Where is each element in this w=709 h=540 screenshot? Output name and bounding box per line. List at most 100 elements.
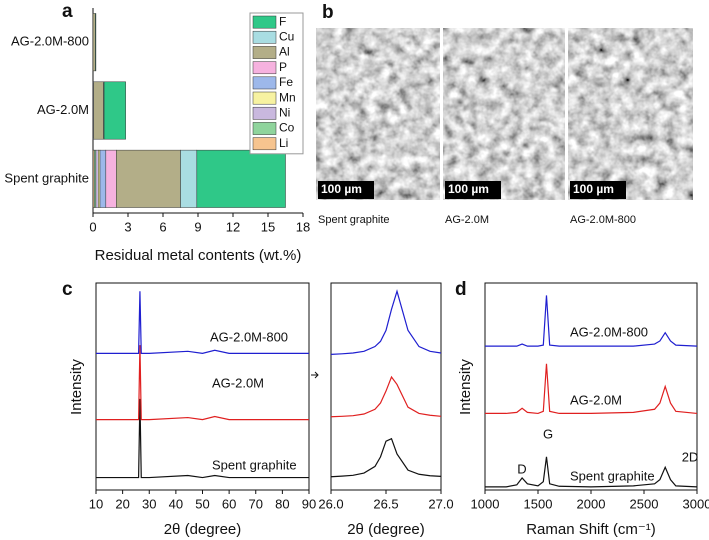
x-tick-label: 20 (115, 496, 129, 511)
panel-label: b (322, 2, 334, 23)
scale-bar-box (318, 181, 374, 199)
x-tick-label: 0 (89, 219, 96, 234)
bar-segment (103, 81, 126, 140)
legend-label: P (279, 60, 287, 74)
legend-swatch (252, 91, 277, 105)
x-tick-label: 26.0 (318, 496, 343, 511)
x-tick-label: 3 (124, 219, 131, 234)
x-axis-label: 2θ (degree) (347, 521, 425, 538)
frame (95, 282, 310, 491)
scale-bar: 100 µm (321, 182, 362, 196)
bar-segment (93, 81, 104, 140)
legend-label: Fe (279, 75, 293, 89)
x-tick-label: 3000 (683, 496, 709, 511)
legend-swatch (252, 106, 277, 120)
x-tick-label: 90 (302, 496, 316, 511)
panel-label: d (455, 279, 467, 300)
x-tick-label: 1500 (524, 496, 553, 511)
x-tick-label: 40 (169, 496, 183, 511)
caption: AG-2.0M (445, 214, 489, 226)
series-line (330, 289, 442, 356)
series-label: AG-2.0M (570, 392, 622, 407)
annotation: G (543, 426, 553, 441)
x-tick-label: 12 (226, 219, 240, 234)
x-tick-label: 9 (194, 219, 201, 234)
legend-swatch (252, 61, 277, 75)
x-tick-label: 18 (296, 219, 310, 234)
scale-bar: 100 µm (573, 182, 614, 196)
bar-segment (180, 149, 198, 208)
x-tick-label: 70 (249, 496, 263, 511)
frame (330, 282, 442, 491)
x-axis-label: Residual metal contents (wt.%) (95, 247, 302, 264)
x-tick-label: 80 (275, 496, 289, 511)
x-tick-label: 15 (261, 219, 275, 234)
legend-label: Co (279, 121, 295, 135)
series-line (330, 437, 442, 478)
legend-swatch (252, 76, 277, 90)
bar-segment (93, 149, 97, 208)
annotation: 2D (682, 449, 699, 464)
scale-bar-box (445, 181, 501, 199)
x-tick-label: 50 (195, 496, 209, 511)
y-tick-label: AG-2.0M-800 (11, 34, 89, 49)
series-label: Spent graphite (212, 457, 297, 472)
series-line (96, 291, 309, 354)
bar-segment (95, 13, 97, 72)
series-label: AG-2.0M-800 (210, 329, 288, 344)
legend-label: Li (279, 136, 288, 150)
legend-swatch (252, 46, 277, 59)
scale-bar: 100 µm (448, 182, 489, 196)
series-line (96, 345, 309, 421)
x-axis-label: 2θ (degree) (164, 521, 242, 538)
sem-image (443, 28, 565, 200)
legend-swatch (252, 15, 277, 29)
x-tick-label: 10 (89, 496, 103, 511)
legend-label: Cu (279, 29, 294, 43)
bar-segment (116, 149, 181, 208)
y-tick-label: AG-2.0M (37, 102, 89, 117)
x-tick-label: 2500 (630, 496, 659, 511)
bar-segment (196, 149, 286, 208)
legend-label: Ni (279, 105, 290, 119)
legend-label: F (279, 14, 286, 28)
x-tick-label: 60 (222, 496, 236, 511)
legend-swatch (252, 122, 277, 135)
legend-swatch (252, 30, 277, 44)
panel-label: c (62, 279, 73, 300)
bar-segment (105, 149, 117, 208)
y-tick-label: Spent graphite (4, 170, 89, 185)
x-tick-label: 30 (142, 496, 156, 511)
caption: AG-2.0M-800 (570, 214, 636, 226)
x-tick-label: 6 (159, 219, 166, 234)
sem-image (568, 28, 693, 200)
series-line (485, 456, 698, 488)
y-axis-label: Intensity (68, 359, 85, 415)
series-line (485, 295, 698, 347)
legend-label: Al (279, 45, 290, 59)
series-line (330, 375, 442, 418)
x-tick-label: 1000 (471, 496, 500, 511)
annotation: D (517, 461, 526, 476)
bar-segment (95, 149, 99, 208)
x-tick-label: 26.5 (373, 496, 398, 511)
legend-swatch (252, 137, 277, 151)
series-line (485, 363, 698, 415)
x-axis-label: Raman Shift (cm⁻¹) (526, 521, 656, 538)
frame (484, 282, 698, 491)
bar-segment (98, 149, 101, 208)
panel-b: b (322, 2, 334, 23)
bar-segment (99, 149, 107, 208)
arrow (311, 371, 319, 379)
legend-label: Mn (279, 90, 296, 104)
x-tick-label: 27.0 (428, 496, 453, 511)
panel-label: a (62, 1, 73, 22)
caption: Spent graphite (318, 214, 390, 226)
y-axis-label: Intensity (457, 359, 474, 415)
scale-bar-box (570, 181, 626, 199)
series-label: AG-2.0M (212, 375, 264, 390)
series-label: Spent graphite (570, 468, 655, 483)
bar-segment (92, 13, 96, 72)
series-label: AG-2.0M-800 (570, 324, 648, 339)
